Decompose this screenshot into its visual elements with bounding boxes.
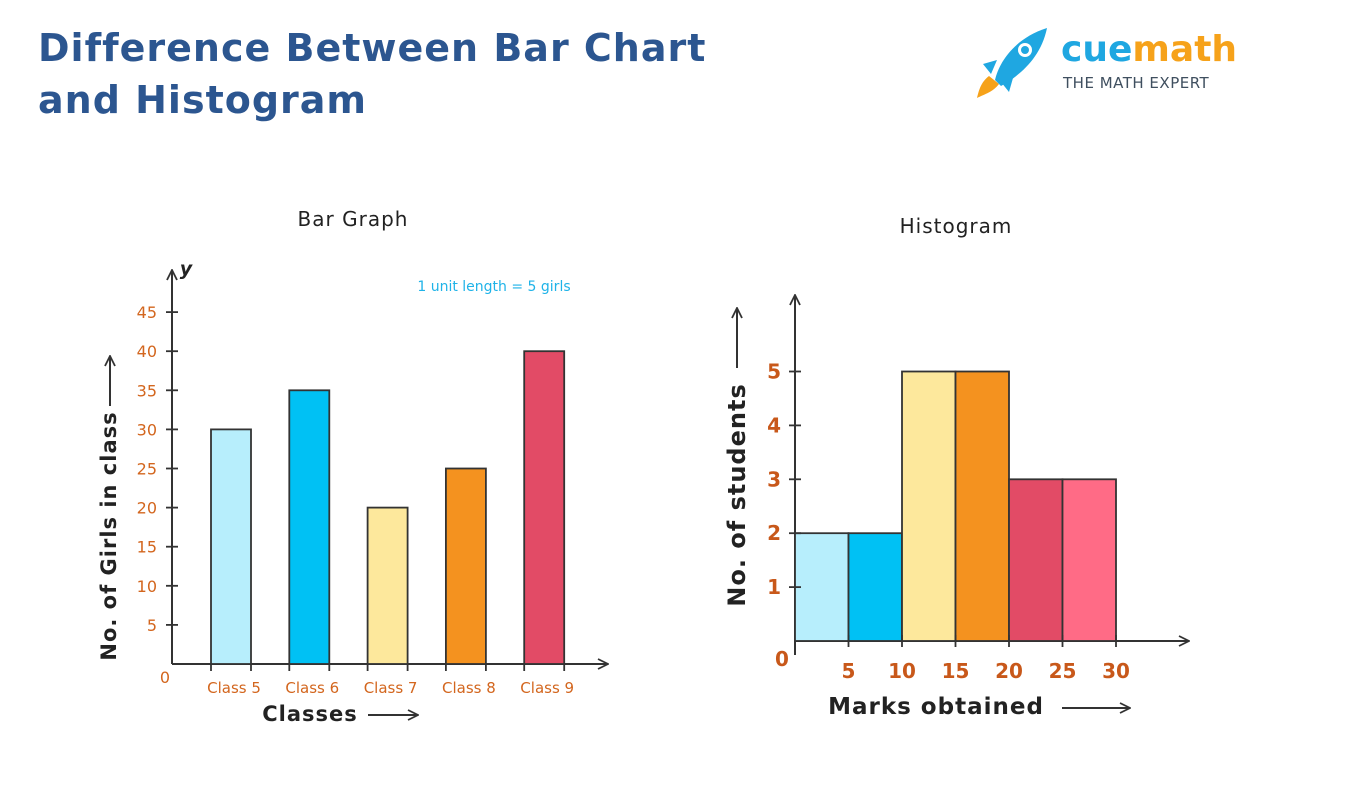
bar-graph-y-tick-label: 15 [137,538,157,557]
bar-graph-y-axis-label: No. of Girls in class [97,411,121,660]
histogram-y-tick-label: 2 [767,521,781,545]
bar-graph-x-tick-label: Class 5 [207,679,261,697]
histogram-y-tick-label: 1 [767,575,781,599]
bar-graph-y-tick-label: 20 [137,499,157,518]
bar-graph-bar-class-5 [210,428,252,665]
bar-graph-y-tick-label: 25 [137,460,157,479]
histogram-title: Histogram [900,214,1013,238]
histogram-x-tick-label: 30 [1102,659,1130,683]
bar-graph: Bar Graph 1 unit length = 5 girls y 0 5 1… [97,207,608,726]
page-title: Difference Between Bar Chart and Histogr… [38,22,706,126]
histogram: Histogram 0 1 2 3 4 5 5 10 15 20 25 30 No. of stu… [723,214,1189,720]
histogram-x-tick-label: 15 [942,659,970,683]
histogram-bar-20-25 [1008,478,1064,642]
histogram-bar-0-5 [794,532,850,642]
bar-graph-x-tick-label: Class 9 [520,679,574,697]
bar-graph-y-ticks: 5 10 15 20 25 30 35 40 45 [137,303,178,635]
histogram-x-tick-label: 5 [842,659,856,683]
bar-graph-x-tick-label: Class 6 [285,679,339,697]
bar-graph-bar-class-9 [523,350,566,665]
histogram-bar-25-30 [1061,478,1117,642]
histogram-y-tick-label: 5 [767,360,781,384]
bar-graph-x-ticks: Class 5 Class 6 Class 7 Class 8 Class 9 [207,664,574,697]
histogram-x-tick-label: 20 [995,659,1023,683]
bar-graph-bar-class-6 [288,389,331,665]
histogram-y-ticks: 1 2 3 4 5 [767,360,801,599]
histogram-x-tick-label: 10 [888,659,916,683]
histogram-y-tick-label: 3 [767,467,781,491]
histogram-y-tick-label: 4 [767,413,781,437]
bar-graph-y-tick-label: 30 [137,420,157,439]
bar-graph-title: Bar Graph [298,207,409,231]
logo-wordmark-cue: cue [1061,29,1133,70]
histogram-x-axis-label: Marks obtained [828,694,1044,720]
histogram-x-tick-label: 25 [1049,659,1077,683]
histogram-y-axis-label: No. of students [723,383,751,606]
histogram-bar-15-20 [954,370,1010,642]
bar-graph-y-tick-label: 10 [137,577,157,596]
histogram-bars [794,370,1117,642]
logo-wordmark-math: math [1132,29,1238,70]
bar-graph-y-axis-letter: y [180,258,194,280]
bar-graph-y-tick-label: 40 [137,342,157,361]
bar-graph-unit-note: 1 unit length = 5 girls [417,279,570,295]
bar-graph-bar-class-8 [444,467,487,665]
histogram-bar-10-15 [901,370,957,642]
logo-tagline: THE MATH EXPERT [1063,74,1210,92]
histogram-x-ticks: 5 10 15 20 25 30 [842,635,1130,683]
histogram-bar-5-10 [847,532,903,642]
bar-graph-origin-label: 0 [160,668,170,687]
bar-graph-y-tick-label: 35 [137,381,157,400]
bar-graph-y-tick-label: 5 [147,616,157,635]
rocket-icon [977,28,1047,98]
bar-graph-bars [210,350,566,665]
bar-graph-y-tick-label: 45 [137,303,157,322]
cuemath-logo: cuemath THE MATH EXPERT [975,24,1237,104]
histogram-origin-label: 0 [775,647,789,671]
logo-wordmark: cuemath [1061,30,1237,70]
bar-graph-bar-class-7 [366,506,409,665]
page-title-line-1: Difference Between Bar Chart [38,26,707,70]
bar-graph-x-tick-label: Class 8 [442,679,496,697]
bar-graph-x-axis-label: Classes [262,702,358,726]
bar-graph-x-tick-label: Class 7 [364,679,418,697]
page-title-line-2: and Histogram [38,78,368,122]
